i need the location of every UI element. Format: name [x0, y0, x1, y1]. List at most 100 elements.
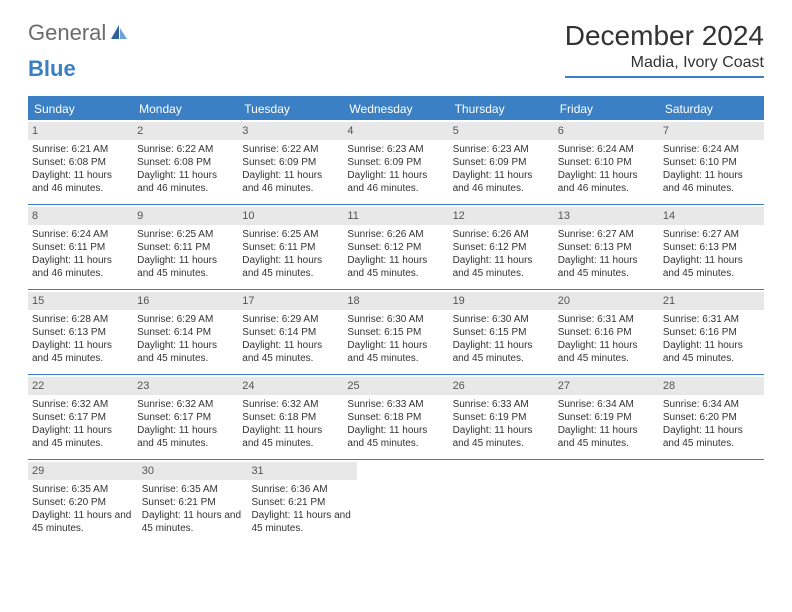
- sunset-line: Sunset: 6:08 PM: [32, 156, 129, 169]
- day-cell: 1Sunrise: 6:21 AMSunset: 6:08 PMDaylight…: [28, 120, 133, 204]
- day-number: 1: [28, 122, 133, 140]
- daylight-line: Daylight: 11 hours and 45 minutes.: [558, 254, 655, 280]
- empty-cell: [561, 460, 663, 544]
- sunrise-line: Sunrise: 6:26 AM: [453, 228, 550, 241]
- daylight-line: Daylight: 11 hours and 45 minutes.: [32, 339, 129, 365]
- day-cell: 28Sunrise: 6:34 AMSunset: 6:20 PMDayligh…: [659, 375, 764, 459]
- month-title: December 2024: [565, 20, 764, 52]
- day-number: 23: [133, 377, 238, 395]
- sunset-line: Sunset: 6:13 PM: [32, 326, 129, 339]
- sunrise-line: Sunrise: 6:31 AM: [558, 313, 655, 326]
- day-header: Friday: [554, 98, 659, 120]
- sunrise-line: Sunrise: 6:24 AM: [663, 143, 760, 156]
- day-number: 29: [28, 462, 138, 480]
- sunset-line: Sunset: 6:12 PM: [453, 241, 550, 254]
- sunrise-line: Sunrise: 6:36 AM: [251, 483, 353, 496]
- daylight-line: Daylight: 11 hours and 46 minutes.: [32, 254, 129, 280]
- day-cell: 20Sunrise: 6:31 AMSunset: 6:16 PMDayligh…: [554, 290, 659, 374]
- daylight-line: Daylight: 11 hours and 45 minutes.: [558, 339, 655, 365]
- day-header: Sunday: [28, 98, 133, 120]
- day-cell: 16 Sunrise: 6:29 AMSunset: 6:14 PMDayligh…: [133, 290, 238, 374]
- sunset-line: Sunset: 6:18 PM: [242, 411, 339, 424]
- day-number: 6: [554, 122, 659, 140]
- sunrise-line: Sunrise: 6:26 AM: [347, 228, 444, 241]
- day-number: 17: [238, 292, 343, 310]
- sunset-line: Sunset: 6:16 PM: [663, 326, 760, 339]
- sunrise-line: Sunrise: 6:29 AM: [137, 313, 234, 326]
- day-cell: 10Sunrise: 6:25 AMSunset: 6:11 PMDayligh…: [238, 205, 343, 289]
- calendar-page: General December 2024 Madia, Ivory Coast…: [0, 0, 792, 564]
- sunset-line: Sunset: 6:09 PM: [242, 156, 339, 169]
- daylight-line: Daylight: 11 hours and 45 minutes.: [453, 339, 550, 365]
- sunrise-line: Sunrise: 6:27 AM: [558, 228, 655, 241]
- sunset-line: Sunset: 6:15 PM: [453, 326, 550, 339]
- daylight-line: Daylight: 11 hours and 45 minutes.: [137, 339, 234, 365]
- daylight-line: Daylight: 11 hours and 45 minutes.: [663, 339, 760, 365]
- day-number: 20: [554, 292, 659, 310]
- daylight-line: Daylight: 11 hours and 45 minutes.: [453, 254, 550, 280]
- day-cell: 31Sunrise: 6:36 AMSunset: 6:21 PMDayligh…: [247, 460, 357, 544]
- sunset-line: Sunset: 6:11 PM: [242, 241, 339, 254]
- daylight-line: Daylight: 11 hours and 46 minutes.: [32, 169, 129, 195]
- sunrise-line: Sunrise: 6:27 AM: [663, 228, 760, 241]
- sunrise-line: Sunrise: 6:30 AM: [453, 313, 550, 326]
- sunset-line: Sunset: 6:14 PM: [137, 326, 234, 339]
- day-cell: 15Sunrise: 6:28 AMSunset: 6:13 PMDayligh…: [28, 290, 133, 374]
- sunset-line: Sunset: 6:19 PM: [453, 411, 550, 424]
- day-number: 9: [133, 207, 238, 225]
- day-cell: 8Sunrise: 6:24 AMSunset: 6:11 PMDaylight…: [28, 205, 133, 289]
- day-cell: 2Sunrise: 6:22 AMSunset: 6:08 PMDaylight…: [133, 120, 238, 204]
- sunrise-line: Sunrise: 6:23 AM: [453, 143, 550, 156]
- day-number: 26: [449, 377, 554, 395]
- day-cell: 25Sunrise: 6:33 AMSunset: 6:18 PMDayligh…: [343, 375, 448, 459]
- week-row: 15Sunrise: 6:28 AMSunset: 6:13 PMDayligh…: [28, 290, 764, 375]
- day-number: 4: [343, 122, 448, 140]
- day-cell: 18Sunrise: 6:30 AMSunset: 6:15 PMDayligh…: [343, 290, 448, 374]
- sunset-line: Sunset: 6:15 PM: [347, 326, 444, 339]
- sunset-line: Sunset: 6:20 PM: [32, 496, 134, 509]
- sunrise-line: Sunrise: 6:31 AM: [663, 313, 760, 326]
- calendar-grid: SundayMondayTuesdayWednesdayThursdayFrid…: [28, 96, 764, 544]
- title-block: December 2024 Madia, Ivory Coast: [565, 20, 764, 78]
- daylight-line: Daylight: 11 hours and 45 minutes.: [32, 509, 134, 535]
- logo-sail-icon: [110, 20, 128, 46]
- day-number: 5: [449, 122, 554, 140]
- daylight-line: Daylight: 11 hours and 45 minutes.: [347, 339, 444, 365]
- day-cell: 19Sunrise: 6:30 AMSunset: 6:15 PMDayligh…: [449, 290, 554, 374]
- sunrise-line: Sunrise: 6:33 AM: [453, 398, 550, 411]
- daylight-line: Daylight: 11 hours and 45 minutes.: [242, 339, 339, 365]
- sunrise-line: Sunrise: 6:25 AM: [242, 228, 339, 241]
- logo-text-general: General: [28, 20, 106, 46]
- day-cell: 7Sunrise: 6:24 AMSunset: 6:10 PMDaylight…: [659, 120, 764, 204]
- day-cell: 3Sunrise: 6:22 AMSunset: 6:09 PMDaylight…: [238, 120, 343, 204]
- day-cell: 29Sunrise: 6:35 AMSunset: 6:20 PMDayligh…: [28, 460, 138, 544]
- daylight-line: Daylight: 11 hours and 45 minutes.: [663, 424, 760, 450]
- week-row: 8Sunrise: 6:24 AMSunset: 6:11 PMDaylight…: [28, 205, 764, 290]
- sunrise-line: Sunrise: 6:23 AM: [347, 143, 444, 156]
- day-number: 16: [133, 292, 238, 310]
- day-header-row: SundayMondayTuesdayWednesdayThursdayFrid…: [28, 98, 764, 120]
- sunrise-line: Sunrise: 6:24 AM: [32, 228, 129, 241]
- daylight-line: Daylight: 11 hours and 45 minutes.: [453, 424, 550, 450]
- sunset-line: Sunset: 6:09 PM: [453, 156, 550, 169]
- day-number: 25: [343, 377, 448, 395]
- sunset-line: Sunset: 6:14 PM: [242, 326, 339, 339]
- day-cell: 22Sunrise: 6:32 AMSunset: 6:17 PMDayligh…: [28, 375, 133, 459]
- sunrise-line: Sunrise: 6:33 AM: [347, 398, 444, 411]
- daylight-line: Daylight: 11 hours and 46 minutes.: [453, 169, 550, 195]
- daylight-line: Daylight: 11 hours and 45 minutes.: [242, 254, 339, 280]
- sunset-line: Sunset: 6:10 PM: [663, 156, 760, 169]
- daylight-line: Daylight: 11 hours and 45 minutes.: [32, 424, 129, 450]
- daylight-line: Daylight: 11 hours and 46 minutes.: [663, 169, 760, 195]
- sunset-line: Sunset: 6:09 PM: [347, 156, 444, 169]
- sunrise-line: Sunrise: 6:29 AM: [242, 313, 339, 326]
- daylight-line: Daylight: 11 hours and 45 minutes.: [558, 424, 655, 450]
- sunset-line: Sunset: 6:17 PM: [137, 411, 234, 424]
- day-cell: 9Sunrise: 6:25 AMSunset: 6:11 PMDaylight…: [133, 205, 238, 289]
- sunrise-line: Sunrise: 6:32 AM: [32, 398, 129, 411]
- daylight-line: Daylight: 11 hours and 46 minutes.: [558, 169, 655, 195]
- sunrise-line: Sunrise: 6:32 AM: [137, 398, 234, 411]
- sunset-line: Sunset: 6:11 PM: [32, 241, 129, 254]
- sunrise-line: Sunrise: 6:32 AM: [242, 398, 339, 411]
- daylight-line: Daylight: 11 hours and 45 minutes.: [347, 254, 444, 280]
